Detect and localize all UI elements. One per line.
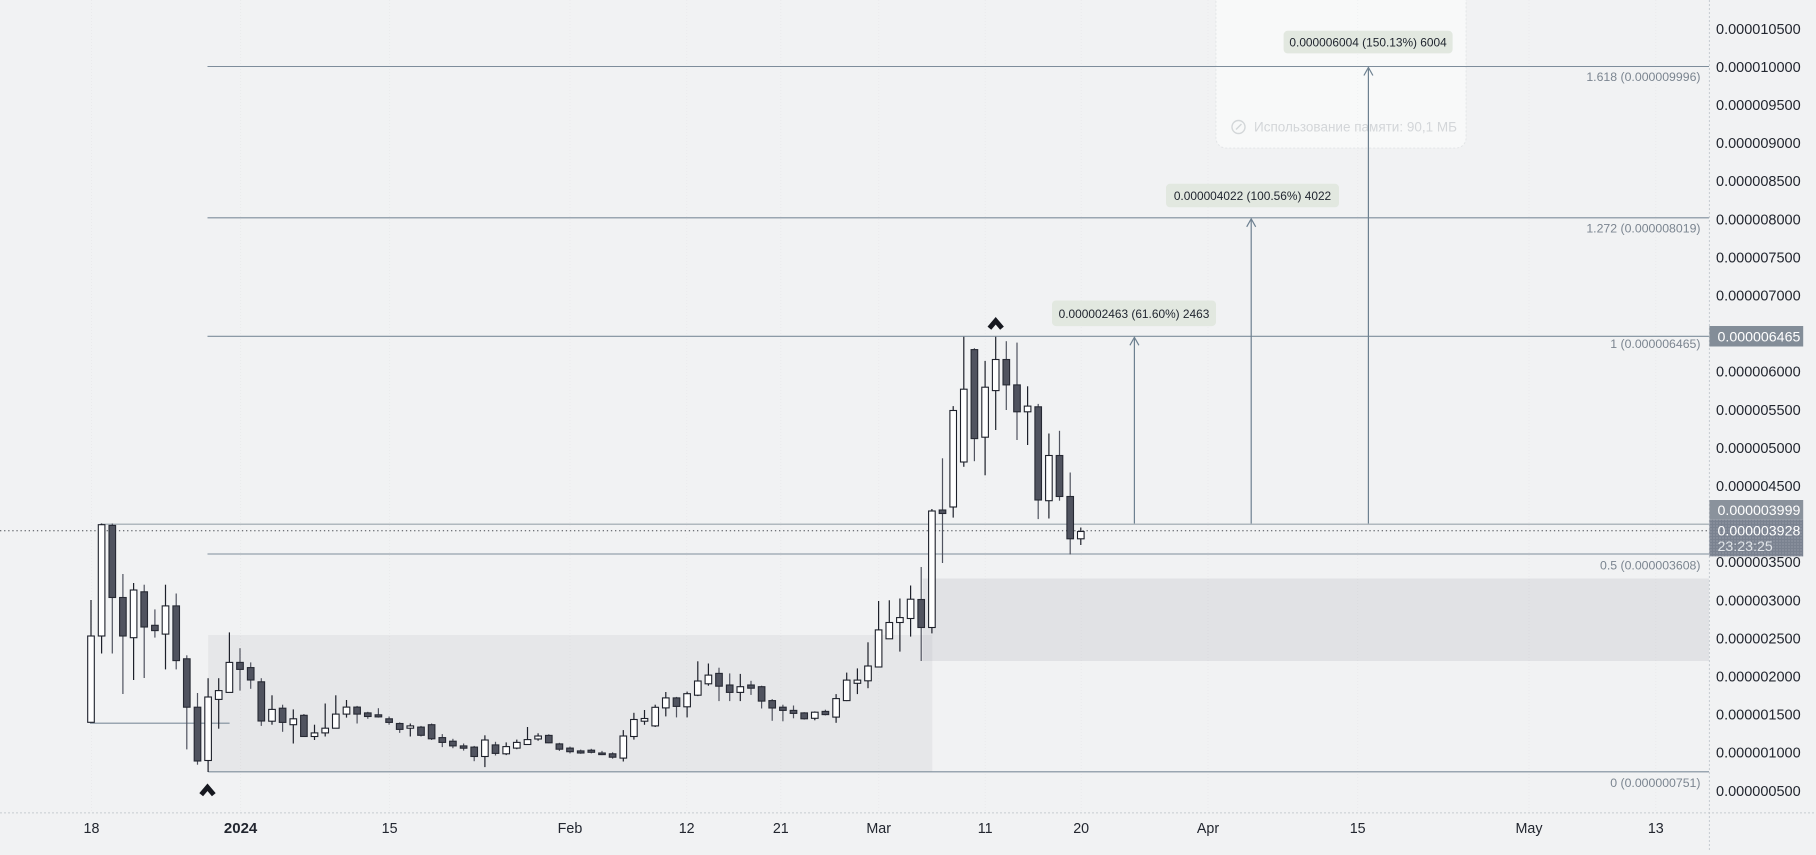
svg-text:0.000006004 (150.13%) 6004: 0.000006004 (150.13%) 6004 [1289, 36, 1447, 50]
svg-text:15: 15 [1350, 821, 1366, 837]
svg-text:0.000009500: 0.000009500 [1716, 98, 1801, 114]
svg-text:0.000007000: 0.000007000 [1716, 289, 1801, 305]
svg-text:11: 11 [978, 821, 993, 837]
svg-text:1.618 (0.000009996): 1.618 (0.000009996) [1586, 70, 1700, 84]
svg-text:0.000003928: 0.000003928 [1718, 524, 1801, 540]
svg-text:Использование памяти: 90,1 МБ: Использование памяти: 90,1 МБ [1254, 120, 1457, 135]
svg-text:1.272 (0.000008019): 1.272 (0.000008019) [1586, 221, 1700, 235]
svg-text:0.000000500: 0.000000500 [1716, 784, 1801, 800]
svg-text:0.000007500: 0.000007500 [1716, 250, 1801, 266]
svg-text:Apr: Apr [1197, 821, 1219, 837]
svg-text:0.000010000: 0.000010000 [1716, 60, 1801, 76]
svg-text:Mar: Mar [866, 821, 891, 837]
svg-text:0.5 (0.000003608): 0.5 (0.000003608) [1600, 558, 1701, 572]
svg-text:12: 12 [679, 821, 695, 837]
svg-text:0.000006000: 0.000006000 [1716, 365, 1801, 381]
svg-text:0.000005500: 0.000005500 [1716, 403, 1801, 419]
svg-text:0.000005000: 0.000005000 [1716, 441, 1801, 457]
svg-text:15: 15 [382, 821, 398, 837]
svg-text:0.000009000: 0.000009000 [1716, 136, 1801, 152]
svg-text:0.000001000: 0.000001000 [1716, 746, 1801, 762]
svg-text:0.000001500: 0.000001500 [1716, 708, 1801, 724]
svg-text:0.000002500: 0.000002500 [1716, 631, 1801, 647]
svg-text:18: 18 [84, 821, 100, 837]
svg-text:21: 21 [773, 821, 789, 837]
svg-text:0.000003999: 0.000003999 [1718, 503, 1801, 519]
svg-text:Feb: Feb [558, 821, 583, 837]
svg-text:0.000008000: 0.000008000 [1716, 212, 1801, 228]
svg-text:0.000002000: 0.000002000 [1716, 670, 1801, 686]
svg-text:23:23:25: 23:23:25 [1718, 539, 1773, 555]
svg-text:0.000004022 (100.56%) 4022: 0.000004022 (100.56%) 4022 [1174, 189, 1332, 203]
svg-text:2024: 2024 [224, 820, 258, 837]
svg-text:0.000003000: 0.000003000 [1716, 593, 1801, 609]
svg-text:0.000002463 (61.60%) 2463: 0.000002463 (61.60%) 2463 [1059, 307, 1210, 321]
svg-text:1 (0.000006465): 1 (0.000006465) [1610, 337, 1700, 351]
svg-text:May: May [1515, 821, 1543, 837]
svg-text:20: 20 [1073, 821, 1089, 837]
svg-text:13: 13 [1648, 821, 1664, 837]
svg-text:0.000003500: 0.000003500 [1716, 555, 1801, 571]
svg-text:0 (0.000000751): 0 (0.000000751) [1610, 776, 1700, 790]
svg-text:0.000006465: 0.000006465 [1718, 330, 1801, 346]
svg-text:0.000008500: 0.000008500 [1716, 174, 1801, 190]
svg-text:0.000010500: 0.000010500 [1716, 22, 1801, 38]
svg-text:0.000004500: 0.000004500 [1716, 479, 1801, 495]
